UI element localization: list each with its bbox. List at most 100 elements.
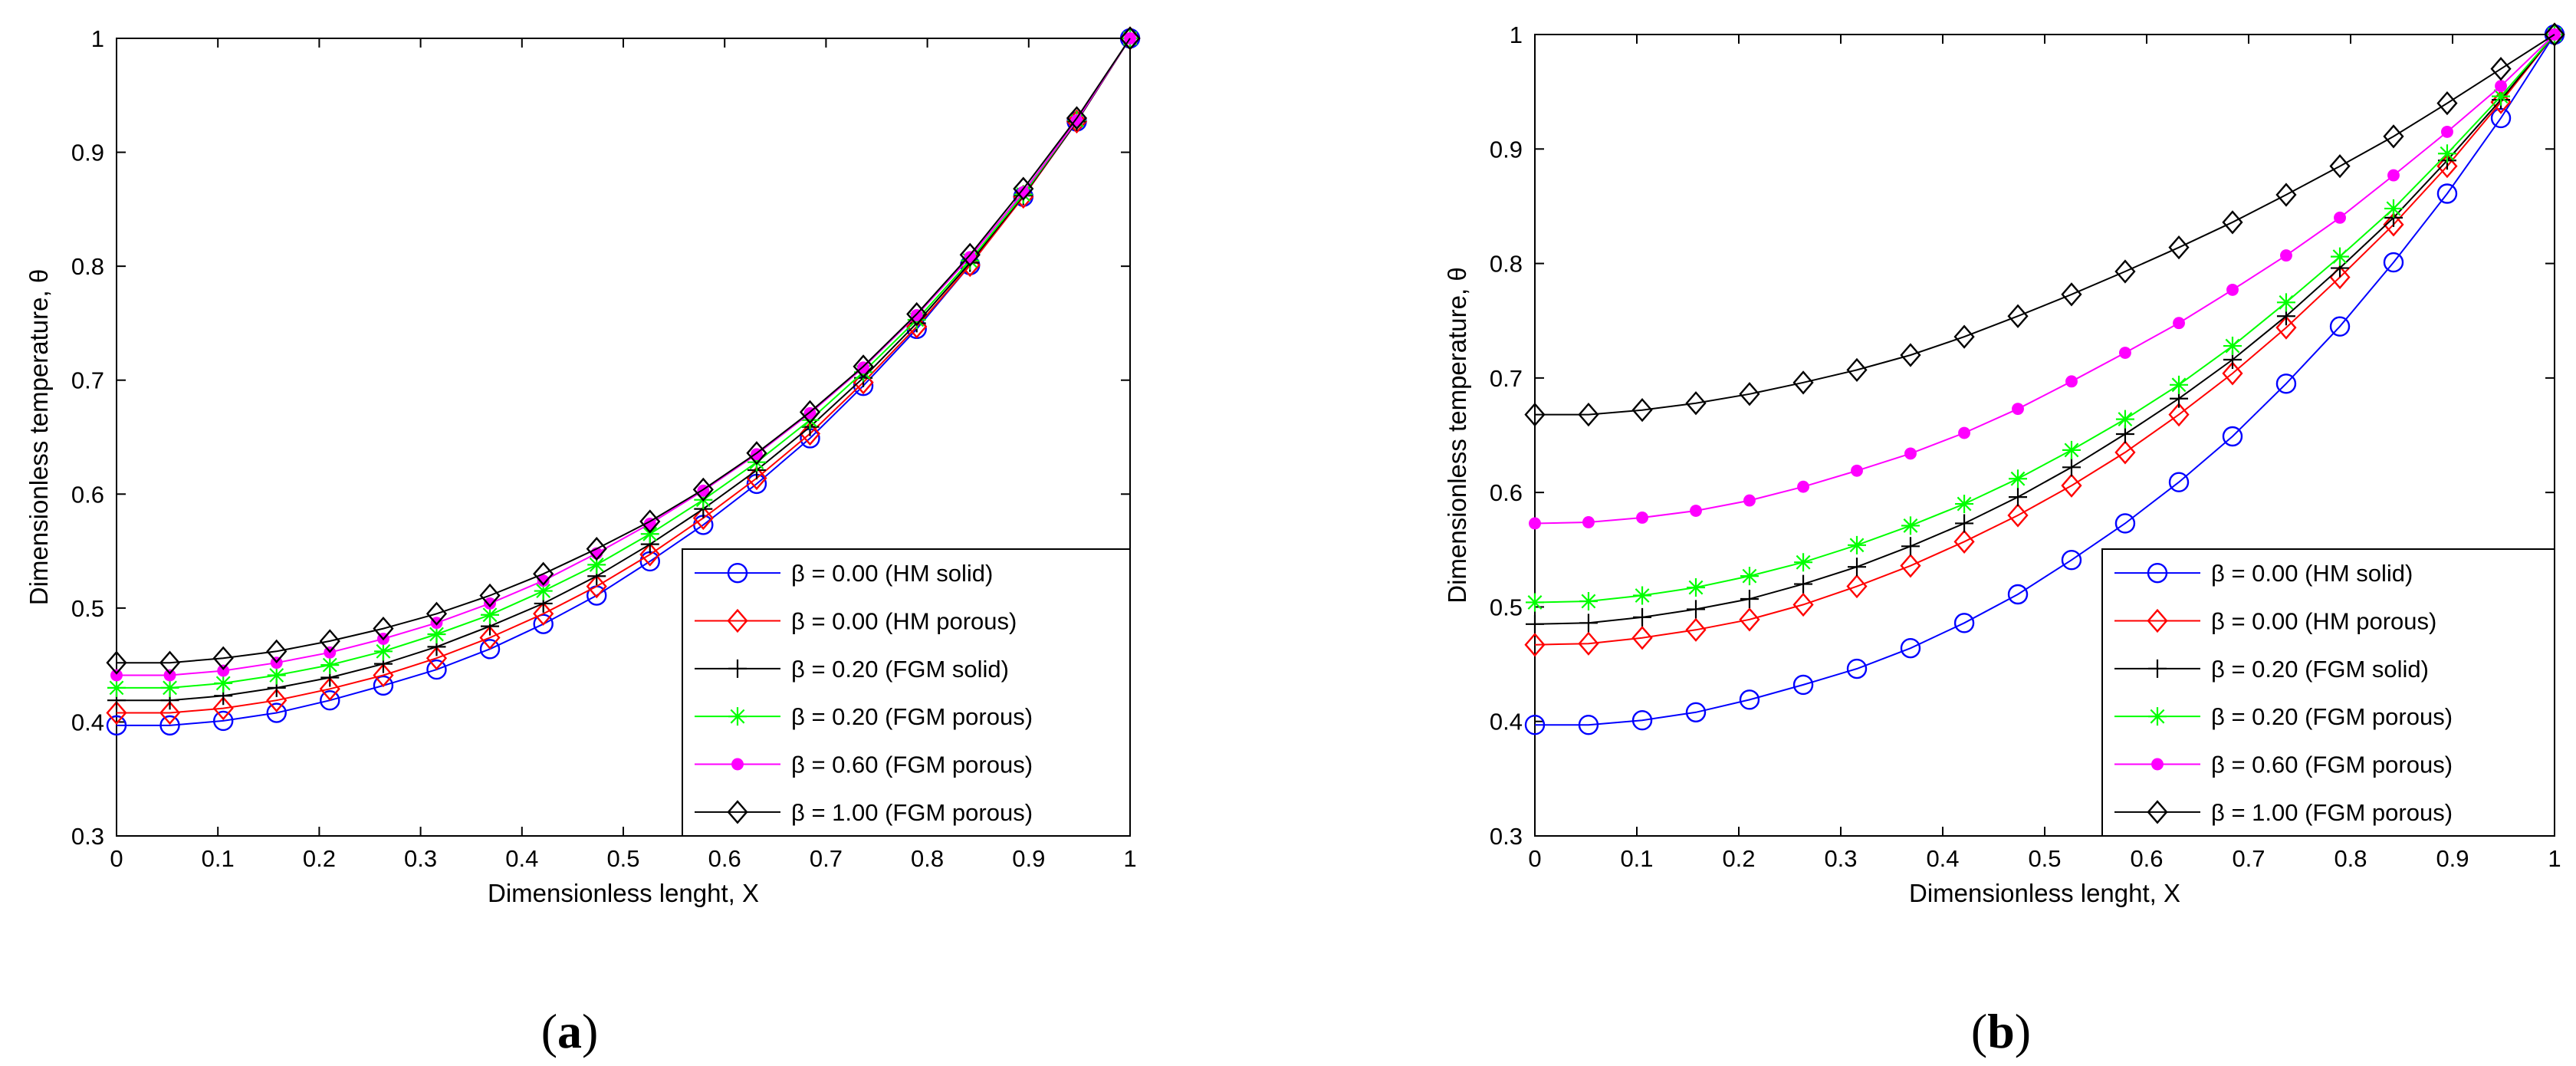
x-axis-label: Dimensionless lenght, X [488,879,759,907]
data-point [319,629,340,653]
data-point [2114,440,2136,465]
legend-marker [727,562,748,584]
data-point [1740,567,1759,586]
data-point [2544,22,2565,47]
data-point [1066,109,1088,134]
legend-entry: β = 0.20 (FGM solid) [2211,656,2429,683]
data-point [1636,512,1648,524]
y-tick-label: 0.7 [71,367,104,394]
legend-entry: β = 0.20 (FGM solid) [791,656,1009,683]
series-6 [106,26,1141,675]
data-point [2490,57,2512,81]
data-point [1578,402,1599,427]
data-point [320,656,340,675]
data-point [2222,210,2243,235]
x-tick-label: 0 [1528,845,1541,872]
data-point [747,452,766,472]
legend-entry: β = 0.00 (HM porous) [791,608,1017,635]
data-point [1013,176,1034,201]
data-point [217,664,230,677]
data-point [1119,26,1141,51]
data-point [1955,514,1974,533]
data-point [1578,714,1599,735]
data-point [1958,426,1971,439]
legend-marker [2147,800,2168,824]
data-point [586,574,607,599]
x-tick-label: 0.6 [708,845,741,872]
panel-label-b: (b) [1970,1004,2032,1058]
data-point [479,583,501,608]
data-point [1846,357,1868,383]
data-point [426,659,447,680]
data-point [2168,235,2190,260]
data-point [2115,410,2134,429]
data-point [1953,324,1975,349]
data-point [484,597,496,610]
data-point [2331,247,2350,266]
data-point [1687,578,1706,597]
data-point [479,639,501,660]
data-point [106,715,127,736]
x-tick-label: 0.5 [2028,845,2061,872]
data-point [639,509,661,534]
series-line [1534,34,2555,625]
data-point [213,710,234,732]
data-point [2383,212,2404,237]
data-point [2061,282,2082,307]
series-line [117,38,1131,702]
data-point [2437,144,2456,163]
y-tick-label: 0.3 [1490,823,1523,850]
data-point [2275,183,2297,207]
legend-entry: β = 0.00 (HM porous) [2211,608,2436,635]
data-point [1529,517,1541,530]
data-point [1797,480,1809,493]
series-4 [1526,25,2564,612]
data-point [1794,574,1813,594]
data-point [533,614,554,634]
series-line [117,38,1131,714]
data-point [1579,614,1598,633]
data-point [426,646,448,670]
data-point [2441,125,2453,138]
data-point [373,663,394,688]
data-point [320,690,340,711]
data-point [586,536,607,561]
data-point [2436,154,2458,179]
data-point [2009,469,2028,489]
legend-entry: β = 0.00 (HM solid) [2211,560,2413,587]
y-tick-label: 0.9 [71,140,104,166]
data-point [1526,593,1544,612]
data-point [159,715,180,736]
data-point [1690,505,1702,517]
y-tick-label: 1 [1510,21,1523,48]
data-point [2436,183,2458,204]
data-point [1524,402,1546,427]
y-tick-label: 0.5 [71,595,104,622]
data-point [692,505,714,531]
data-point [1900,637,1921,659]
data-point [2276,293,2295,312]
data-point [799,421,821,446]
y-tick-label: 0.3 [71,823,104,850]
legend-entry: β = 0.20 (FGM porous) [2211,703,2453,730]
x-tick-label: 0.4 [1926,845,1959,872]
legend-entry: β = 0.20 (FGM porous) [791,703,1033,730]
data-point [746,441,767,466]
data-point [1631,398,1653,423]
data-point [373,616,394,641]
data-point [2168,472,2190,492]
y-tick-label: 0.9 [1490,136,1523,163]
data-point [2387,169,2400,182]
data-point [1524,714,1546,735]
data-point [1740,589,1759,608]
x-tick-label: 0.9 [1012,845,1045,872]
x-tick-label: 0.7 [2232,845,2265,872]
data-point [2168,402,2190,427]
x-tick-label: 0.3 [1824,845,1857,872]
data-point [692,477,714,502]
data-point [959,242,981,267]
legend-marker [2147,608,2168,633]
data-point [1066,106,1088,130]
data-point [537,574,550,587]
